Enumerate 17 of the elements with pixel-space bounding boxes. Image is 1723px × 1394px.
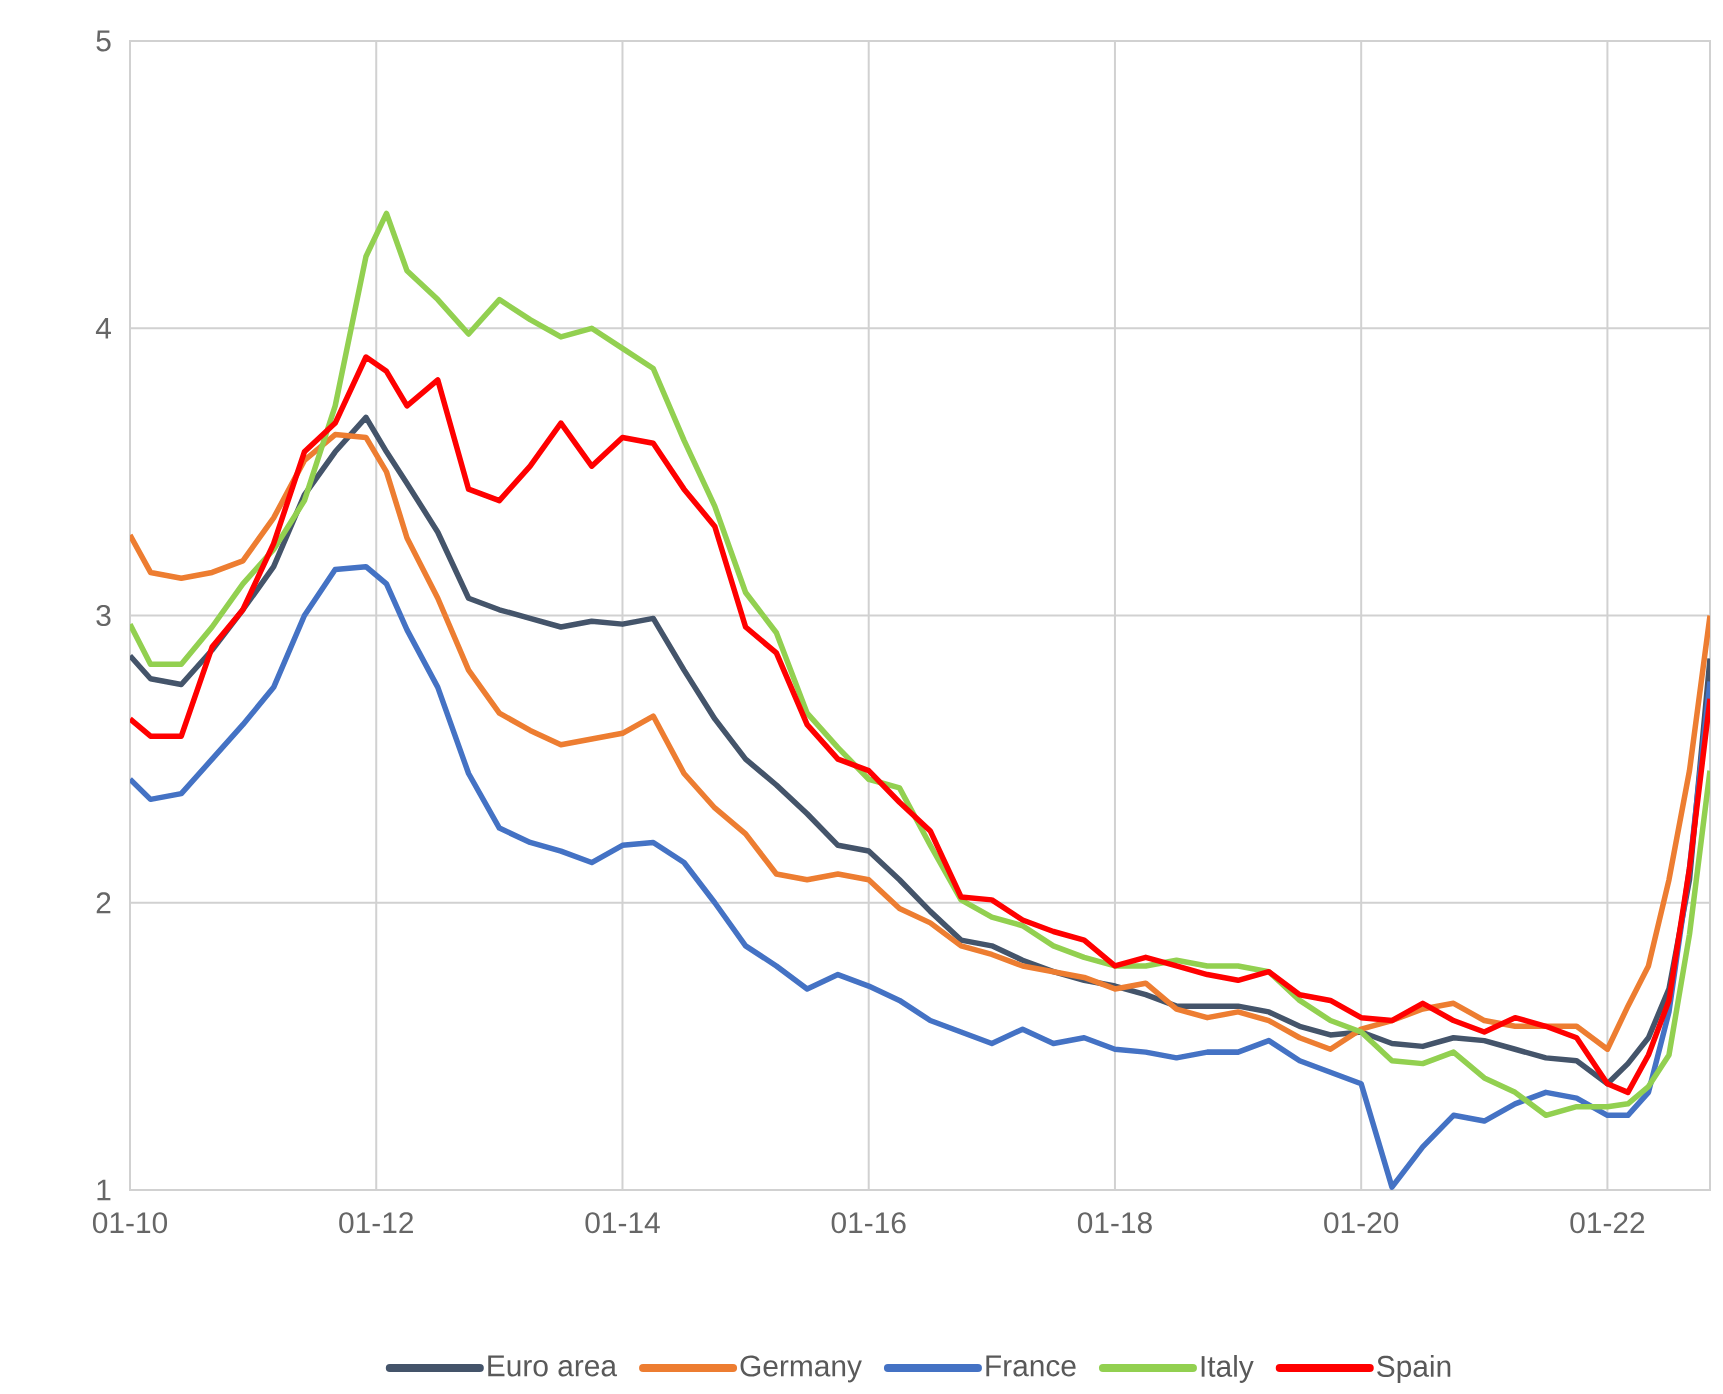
x-tick-label: 01-12: [339, 1212, 413, 1234]
y-tick-label: 4: [95, 317, 111, 339]
legend-label: Euro area: [488, 1355, 618, 1377]
y-tick-label: 3: [96, 604, 111, 627]
x-tick-label: 01-18: [1077, 1212, 1152, 1234]
legend-label: Germany: [740, 1355, 862, 1383]
legend-label: France: [986, 1355, 1076, 1377]
x-tick-label: 01-14: [585, 1212, 660, 1234]
y-tick-label: 1: [97, 1179, 111, 1201]
y-tick-label: 2: [96, 892, 111, 914]
x-tick-label: 01-20: [1324, 1212, 1399, 1234]
y-tick-label: 5: [96, 30, 111, 52]
legend-label: Italy: [1201, 1355, 1254, 1383]
x-tick-label: 01-22: [1570, 1212, 1645, 1234]
legend-label: Spain: [1377, 1355, 1451, 1383]
x-tick-label: 01-16: [831, 1212, 906, 1234]
x-tick-label: 01-10: [92, 1212, 168, 1234]
